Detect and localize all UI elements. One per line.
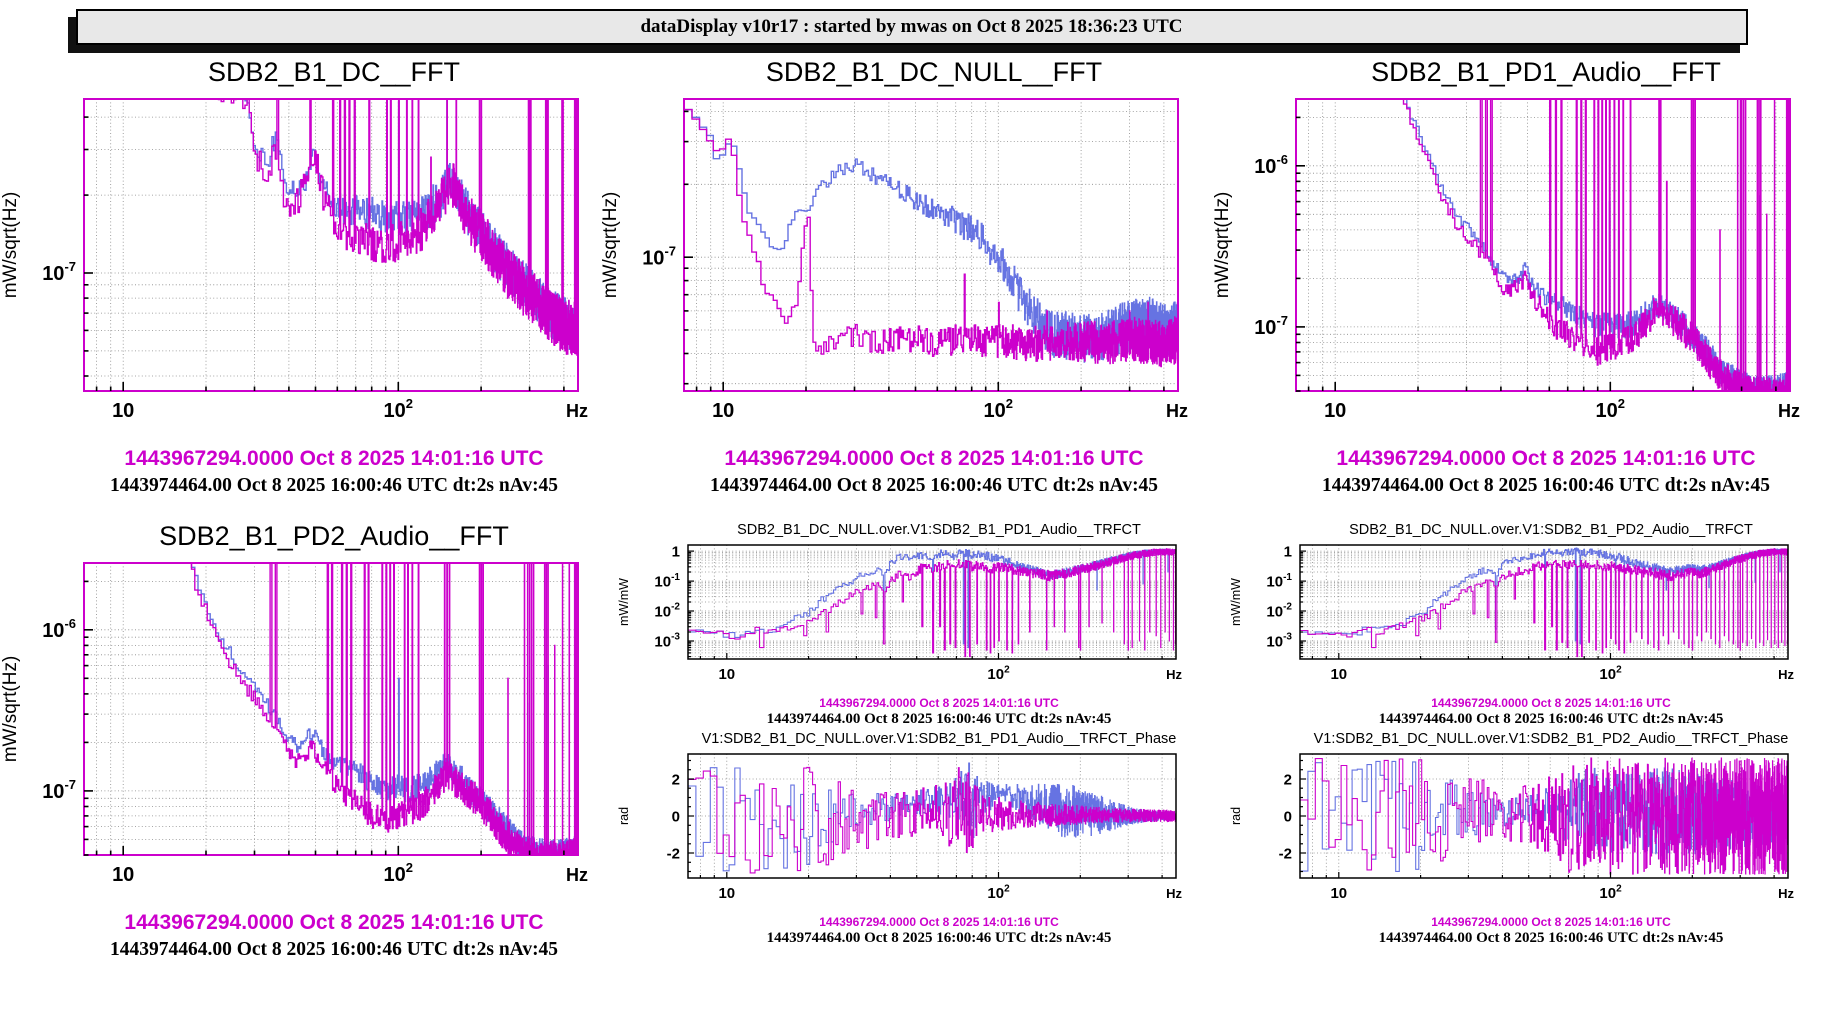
svg-text:102: 102 [987,664,1010,683]
plot-title: SDB2_B1_DC_NULL__FFT [765,57,1103,87]
svg-text:10-1: 10-1 [654,572,680,591]
column-2: SDB2_B1_DC_NULL__FFT 10 102 Hz 10-7 mW/sqrt(… [600,55,1212,983]
svg-text:10-2: 10-2 [654,602,680,621]
svg-text:1: 1 [1284,544,1292,561]
svg-text:Hz: Hz [1166,667,1182,682]
svg-text:mW/sqrt(Hz): mW/sqrt(Hz) [600,192,621,299]
svg-text:-2: -2 [667,845,680,862]
timestamp-reference: 1443967294.0000 Oct 8 2025 14:01:16 UTC [819,915,1059,929]
timestamp-current: 1443974464.00 Oct 8 2025 16:00:46 UTC dt… [109,939,559,960]
svg-text:2: 2 [1284,771,1292,788]
svg-text:10: 10 [112,864,134,886]
svg-text:10: 10 [1330,885,1347,902]
svg-text:mW/sqrt(Hz): mW/sqrt(Hz) [0,656,21,763]
svg-text:rad: rad [1229,807,1243,825]
svg-text:mW/mW: mW/mW [617,578,631,626]
svg-text:10-7: 10-7 [42,259,76,285]
svg-text:Hz: Hz [566,865,588,885]
svg-text:Hz: Hz [1166,886,1182,901]
chart-sdb2-b1-dc-fft: 10 102 Hz 10-7 mW/sqrt(Hz) [0,91,594,439]
timestamp-current: 1443974464.00 Oct 8 2025 16:00:46 UTC dt… [766,711,1112,727]
svg-text:Hz: Hz [1778,886,1794,901]
svg-text:10-7: 10-7 [642,243,676,269]
svg-text:-2: -2 [1279,845,1292,862]
column-1: SDB2_B1_DC__FFT 10 102 Hz 10-7 mW/sqrt(Hz) 1… [0,55,600,983]
svg-text:102: 102 [984,396,1013,422]
svg-text:10-1: 10-1 [1266,572,1292,591]
plot-title: SDB2_B1_PD1_Audio__FFT [1371,57,1721,87]
window-title-banner: dataDisplay v10r17 : started by mwas on … [75,9,1748,45]
plot-title: V1:SDB2_B1_DC_NULL.over.V1:SDB2_B1_PD2_A… [1313,731,1789,747]
chart-sdb2-b1-pd2-audio-fft: 10 102 Hz 10-6 10-7 mW/sqrt(Hz) [0,555,594,903]
svg-text:10-3: 10-3 [654,632,680,651]
svg-text:Hz: Hz [1166,401,1188,421]
svg-text:102: 102 [384,396,413,422]
svg-text:102: 102 [987,883,1010,902]
plot-title: SDB2_B1_PD2_Audio__FFT [159,521,509,551]
timestamp-current: 1443974464.00 Oct 8 2025 16:00:46 UTC dt… [109,475,559,496]
chart-trfct-pd2-phase: 10 102 Hz 2 0 -2 rad [1212,750,1806,912]
panel-trfct-pd1-phase: V1:SDB2_B1_DC_NULL.over.V1:SDB2_B1_PD1_A… [600,728,1194,947]
plot-title: SDB2_B1_DC__FFT [207,57,461,87]
timestamp-reference: 1443967294.0000 Oct 8 2025 14:01:16 UTC [819,696,1059,710]
svg-text:0: 0 [672,808,680,825]
svg-text:10: 10 [712,400,734,422]
timestamp-current: 1443974464.00 Oct 8 2025 16:00:46 UTC dt… [1378,711,1724,727]
svg-text:2: 2 [672,771,680,788]
timestamp-current: 1443974464.00 Oct 8 2025 16:00:46 UTC dt… [1378,930,1724,946]
timestamp-reference: 1443967294.0000 Oct 8 2025 14:01:16 UTC [1431,915,1671,929]
svg-text:0: 0 [1284,808,1292,825]
svg-text:mW/sqrt(Hz): mW/sqrt(Hz) [0,192,21,299]
svg-text:10: 10 [112,400,134,422]
svg-text:Hz: Hz [1778,667,1794,682]
svg-text:10-6: 10-6 [42,616,76,642]
svg-text:Hz: Hz [566,401,588,421]
svg-text:10: 10 [1324,400,1346,422]
panel-trfct-pd1-magnitude: SDB2_B1_DC_NULL.over.V1:SDB2_B1_PD1_Audi… [600,519,1194,728]
timestamp-current: 1443974464.00 Oct 8 2025 16:00:46 UTC dt… [766,930,1112,946]
timestamp-reference: 1443967294.0000 Oct 8 2025 14:01:16 UTC [1336,447,1756,470]
svg-text:102: 102 [1599,883,1622,902]
svg-text:102: 102 [384,860,413,886]
timestamp-reference: 1443967294.0000 Oct 8 2025 14:01:16 UTC [124,447,544,470]
svg-text:mW/sqrt(Hz): mW/sqrt(Hz) [1212,192,1233,299]
timestamp-reference: 1443967294.0000 Oct 8 2025 14:01:16 UTC [1431,696,1671,710]
chart-trfct-pd1-magnitude: 10 102 Hz 1 10-1 10-2 10-3 mW/mW [600,541,1194,693]
svg-text:10-7: 10-7 [42,777,76,803]
svg-text:10-3: 10-3 [1266,632,1292,651]
chart-trfct-pd2-magnitude: 10 102 Hz 1 10-1 10-2 10-3 mW/mW [1212,541,1806,693]
chart-sdb2-b1-dc-null-fft: 10 102 Hz 10-7 mW/sqrt(Hz) [600,91,1194,439]
panel-trfct-pd2-phase: V1:SDB2_B1_DC_NULL.over.V1:SDB2_B1_PD2_A… [1212,728,1806,947]
svg-text:102: 102 [1599,664,1622,683]
svg-text:10: 10 [718,666,735,683]
plot-title: SDB2_B1_DC_NULL.over.V1:SDB2_B1_PD1_Audi… [737,522,1141,538]
timestamp-current: 1443974464.00 Oct 8 2025 16:00:46 UTC dt… [709,475,1159,496]
svg-text:Hz: Hz [1778,401,1800,421]
svg-text:10-7: 10-7 [1254,313,1288,339]
panel-sdb2-b1-pd1-audio-fft: SDB2_B1_PD1_Audio__FFT 10 102 Hz 10-6 10-7 mW… [1212,55,1806,497]
svg-text:10: 10 [718,885,735,902]
svg-text:mW/mW: mW/mW [1229,578,1243,626]
column-3: SDB2_B1_PD1_Audio__FFT 10 102 Hz 10-6 10-7 mW… [1212,55,1820,983]
panel-sdb2-b1-dc-null-fft: SDB2_B1_DC_NULL__FFT 10 102 Hz 10-7 mW/sqrt(… [600,55,1194,497]
svg-text:10-6: 10-6 [1254,152,1288,178]
svg-text:10-2: 10-2 [1266,602,1292,621]
panel-sdb2-b1-pd2-audio-fft: SDB2_B1_PD2_Audio__FFT 10 102 Hz 10-6 10-7 mW… [0,519,594,961]
chart-trfct-pd1-phase: 10 102 Hz 2 0 -2 rad [600,750,1194,912]
plot-grid: SDB2_B1_DC__FFT 10 102 Hz 10-7 mW/sqrt(Hz) 1… [0,55,1823,983]
timestamp-current: 1443974464.00 Oct 8 2025 16:00:46 UTC dt… [1321,475,1771,496]
timestamp-reference: 1443967294.0000 Oct 8 2025 14:01:16 UTC [124,911,544,934]
panel-trfct-pd2-magnitude: SDB2_B1_DC_NULL.over.V1:SDB2_B1_PD2_Audi… [1212,519,1806,728]
svg-text:rad: rad [617,807,631,825]
plot-title: V1:SDB2_B1_DC_NULL.over.V1:SDB2_B1_PD1_A… [701,731,1177,747]
svg-text:10: 10 [1330,666,1347,683]
svg-text:102: 102 [1596,396,1625,422]
plot-title: SDB2_B1_DC_NULL.over.V1:SDB2_B1_PD2_Audi… [1349,522,1753,538]
timestamp-reference: 1443967294.0000 Oct 8 2025 14:01:16 UTC [724,447,1144,470]
panel-sdb2-b1-dc-fft: SDB2_B1_DC__FFT 10 102 Hz 10-7 mW/sqrt(Hz) 1… [0,55,594,497]
banner-text: dataDisplay v10r17 : started by mwas on … [640,16,1183,37]
chart-sdb2-b1-pd1-audio-fft: 10 102 Hz 10-6 10-7 mW/sqrt(Hz) [1212,91,1806,439]
svg-text:1: 1 [672,544,680,561]
